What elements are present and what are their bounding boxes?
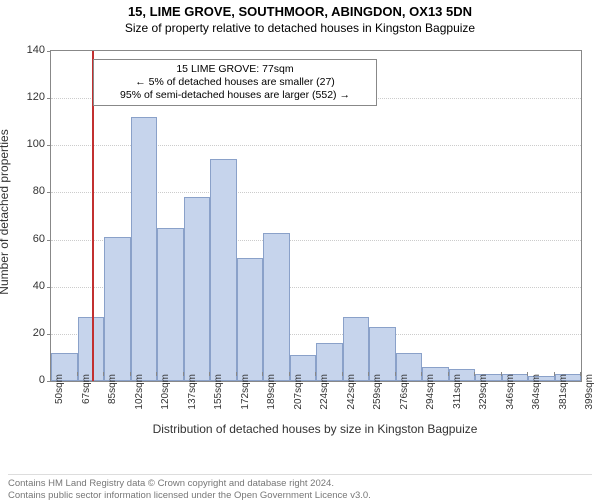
x-tick-label: 172sqm (240, 374, 251, 410)
x-tick-mark (421, 372, 422, 376)
x-tick-mark (289, 372, 290, 376)
histogram-bar (263, 233, 290, 382)
x-tick-label: 399sqm (584, 374, 595, 410)
x-tick-mark (50, 372, 51, 376)
page-subtitle: Size of property relative to detached ho… (0, 21, 600, 35)
x-tick-label: 120sqm (160, 374, 171, 410)
x-tick-mark (527, 372, 528, 376)
y-tick-mark (47, 51, 51, 52)
annotation-line: ← 5% of detached houses are smaller (27) (100, 76, 370, 89)
annotation-line: 95% of semi-detached houses are larger (… (100, 89, 370, 102)
x-tick-label: 224sqm (319, 374, 330, 410)
x-tick-mark (474, 372, 475, 376)
x-tick-label: 311sqm (452, 374, 463, 409)
x-tick-label: 346sqm (505, 374, 516, 410)
x-tick-mark (130, 372, 131, 376)
histogram-bar (369, 327, 396, 381)
footer-line-1: Contains HM Land Registry data © Crown c… (8, 478, 592, 490)
y-tick-label: 60 (5, 233, 45, 245)
x-tick-mark (342, 372, 343, 376)
annotation-line: 15 LIME GROVE: 77sqm (100, 63, 370, 76)
x-tick-label: 207sqm (293, 374, 304, 410)
y-tick-mark (47, 334, 51, 335)
y-tick-label: 40 (5, 280, 45, 292)
y-axis-label: Number of detached properties (0, 129, 11, 294)
plot-area: 15 LIME GROVE: 77sqm← 5% of detached hou… (50, 50, 582, 382)
histogram-bar (157, 228, 184, 381)
x-tick-mark (183, 372, 184, 376)
x-tick-label: 364sqm (531, 374, 542, 410)
y-tick-mark (47, 381, 51, 382)
histogram-bar (131, 117, 158, 381)
y-tick-mark (47, 145, 51, 146)
x-tick-mark (368, 372, 369, 376)
x-tick-mark (77, 372, 78, 376)
x-tick-mark (236, 372, 237, 376)
x-tick-label: 189sqm (266, 374, 277, 410)
x-tick-label: 85sqm (107, 374, 118, 404)
y-tick-label: 0 (5, 374, 45, 386)
x-tick-mark (156, 372, 157, 376)
x-tick-mark (501, 372, 502, 376)
x-tick-label: 137sqm (187, 374, 198, 410)
y-tick-label: 140 (5, 44, 45, 56)
x-tick-label: 102sqm (134, 374, 145, 410)
y-tick-mark (47, 98, 51, 99)
x-tick-mark (580, 372, 581, 376)
y-tick-label: 100 (5, 138, 45, 150)
x-tick-mark (209, 372, 210, 376)
footer-attribution: Contains HM Land Registry data © Crown c… (8, 474, 592, 502)
y-tick-label: 80 (5, 185, 45, 197)
histogram-bar (237, 258, 264, 381)
x-tick-label: 381sqm (558, 374, 569, 410)
x-tick-mark (262, 372, 263, 376)
x-tick-label: 50sqm (54, 374, 65, 404)
x-tick-label: 67sqm (81, 374, 92, 404)
chart-container: Number of detached properties 15 LIME GR… (0, 42, 600, 442)
x-tick-label: 155sqm (213, 374, 224, 410)
x-tick-label: 242sqm (346, 374, 357, 410)
histogram-bar (210, 159, 237, 381)
footer-line-2: Contains public sector information licen… (8, 490, 592, 502)
y-tick-mark (47, 240, 51, 241)
histogram-bar (343, 317, 370, 381)
x-tick-mark (315, 372, 316, 376)
y-tick-mark (47, 287, 51, 288)
histogram-bar (104, 237, 131, 381)
page-title: 15, LIME GROVE, SOUTHMOOR, ABINGDON, OX1… (0, 4, 600, 19)
y-tick-mark (47, 192, 51, 193)
x-tick-label: 276sqm (399, 374, 410, 410)
histogram-bar (184, 197, 211, 381)
x-tick-mark (395, 372, 396, 376)
x-tick-mark (103, 372, 104, 376)
x-tick-label: 259sqm (372, 374, 383, 410)
x-tick-mark (554, 372, 555, 376)
y-tick-label: 120 (5, 91, 45, 103)
annotation-box: 15 LIME GROVE: 77sqm← 5% of detached hou… (93, 59, 377, 106)
x-tick-mark (448, 372, 449, 376)
y-tick-label: 20 (5, 327, 45, 339)
x-tick-label: 329sqm (478, 374, 489, 410)
x-tick-label: 294sqm (425, 374, 436, 410)
histogram-bar (78, 317, 105, 381)
x-axis-label: Distribution of detached houses by size … (50, 422, 580, 436)
